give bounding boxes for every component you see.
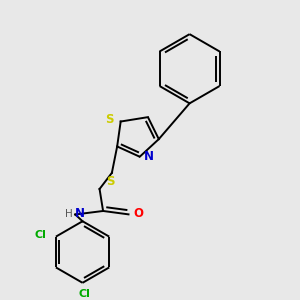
Text: S: S — [105, 113, 114, 126]
Text: Cl: Cl — [35, 230, 46, 240]
Text: H: H — [65, 209, 73, 219]
Text: O: O — [134, 206, 144, 220]
Text: Cl: Cl — [78, 289, 90, 299]
Text: N: N — [143, 150, 154, 163]
Text: S: S — [106, 175, 115, 188]
Text: N: N — [75, 207, 85, 220]
